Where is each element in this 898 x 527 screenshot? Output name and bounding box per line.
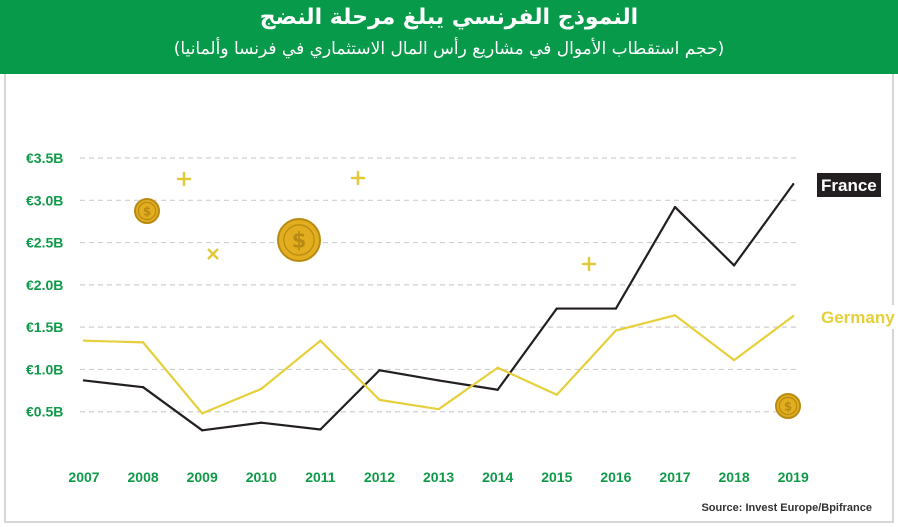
- data-point: [555, 307, 558, 310]
- y-axis-ticks: €0.5B €1.0B €1.5B €2.0B €2.5B €3.0B €3.5B: [26, 150, 63, 420]
- legend: France Germany: [817, 173, 895, 329]
- coin-icon: $: [775, 393, 801, 419]
- data-point: [732, 264, 736, 267]
- sparkle-icon: [350, 170, 366, 186]
- x-tick-label: 2015: [541, 469, 572, 485]
- y-tick-label: €2.5B: [26, 235, 63, 251]
- series-line-germany: [83, 314, 794, 415]
- y-tick-label: €1.0B: [26, 361, 63, 377]
- svg-text:$: $: [784, 399, 792, 413]
- data-point: [496, 388, 499, 391]
- x-tick-label: 2014: [482, 469, 513, 485]
- coin-icon: $: [134, 198, 160, 224]
- data-point: [201, 412, 204, 415]
- chart-frame: [4, 74, 894, 523]
- svg-text:Germany: Germany: [821, 308, 895, 327]
- coin-icon: $: [277, 218, 321, 262]
- legend-label-germany: Germany: [817, 305, 895, 329]
- data-point: [673, 314, 677, 317]
- x-tick-label: 2008: [128, 469, 159, 485]
- svg-text:$: $: [143, 204, 151, 218]
- data-point: [201, 429, 204, 432]
- x-tick-label: 2019: [778, 469, 809, 485]
- data-point: [378, 369, 381, 372]
- data-point: [319, 339, 322, 342]
- data-point: [437, 379, 440, 382]
- sparkle-icon: [581, 256, 597, 272]
- x-tick-label: 2010: [246, 469, 277, 485]
- data-point: [437, 407, 440, 411]
- series-line-france: [83, 183, 795, 432]
- data-point: [141, 341, 145, 344]
- x-tick-label: 2017: [659, 469, 690, 485]
- data-point: [792, 314, 795, 318]
- data-point: [673, 205, 677, 209]
- y-tick-label: €3.5B: [26, 150, 63, 166]
- y-tick-label: €3.0B: [26, 192, 63, 208]
- y-tick-label: €1.5B: [26, 319, 63, 335]
- x-tick-label: 2007: [68, 469, 99, 485]
- svg-text:France: France: [821, 176, 877, 195]
- x-tick-label: 2009: [187, 469, 218, 485]
- x-tick-label: 2018: [719, 469, 750, 485]
- data-point: [82, 339, 86, 342]
- sparkle-icon: [207, 248, 219, 260]
- x-tick-label: 2012: [364, 469, 395, 485]
- x-tick-label: 2011: [305, 469, 336, 485]
- y-tick-label: €0.5B: [26, 404, 63, 420]
- x-tick-label: 2016: [600, 469, 631, 485]
- y-tick-label: €2.0B: [26, 277, 63, 293]
- source-note: Source: Invest Europe/Bpifrance: [701, 502, 872, 514]
- decorations: $ $ $: [134, 170, 801, 419]
- data-point: [319, 428, 322, 431]
- chart-title: النموذج الفرنسي يبلغ مرحلة النضج: [259, 5, 639, 30]
- data-point: [496, 366, 499, 369]
- data-point: [260, 387, 263, 391]
- data-point: [141, 385, 145, 389]
- x-axis-ticks: 2007 2008 2009 2010 2011 2012 2013 2014 2015 2016…: [68, 469, 809, 485]
- header-banner: النموذج الفرنسي يبلغ مرحلة النضج (حجم اس…: [0, 0, 898, 74]
- data-point: [260, 421, 263, 424]
- series-lines: [82, 183, 795, 432]
- svg-text:$: $: [292, 229, 307, 253]
- data-point: [555, 393, 558, 397]
- data-point: [614, 329, 618, 332]
- data-point: [732, 358, 736, 362]
- legend-label-france: France: [817, 173, 881, 197]
- x-tick-label: 2013: [423, 469, 454, 485]
- gridlines: [80, 157, 800, 413]
- sparkle-icon: [176, 171, 192, 187]
- data-point: [792, 183, 795, 186]
- data-point: [614, 307, 618, 310]
- data-point: [82, 379, 86, 382]
- data-point: [378, 398, 381, 402]
- chart-subtitle: (حجم استقطاب الأموال في مشاريع رأس المال…: [173, 39, 725, 59]
